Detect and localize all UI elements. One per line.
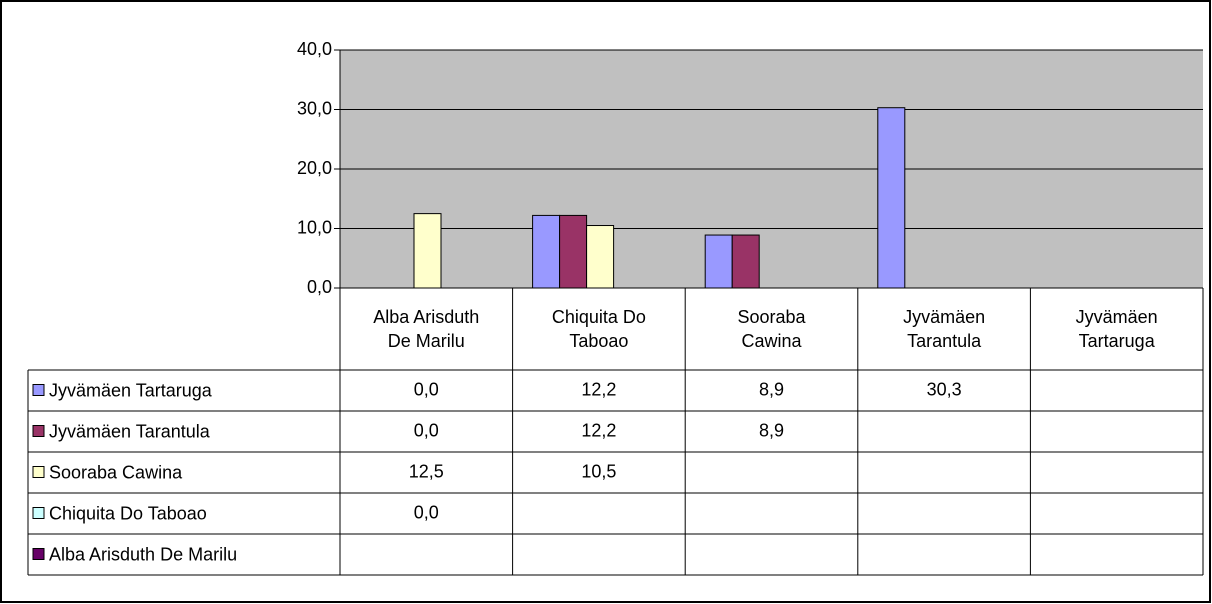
legend-key <box>32 425 45 437</box>
bar <box>731 234 760 289</box>
legend-label: Sooraba Cawina <box>49 462 183 482</box>
y-tick-label: 10,0 <box>297 217 332 237</box>
table-value: 12,5 <box>409 461 444 481</box>
legend-key <box>32 507 45 519</box>
table-value: 30,3 <box>927 379 962 399</box>
x-tick-label: Jyvämäen Tartaruga <box>1075 307 1158 351</box>
legend-label: Chiquita Do Taboao <box>49 503 207 523</box>
y-tick-label: 20,0 <box>297 158 332 178</box>
x-tick-label: Jyvämäen Tarantula <box>903 307 986 351</box>
x-tick-label: Chiquita Do Taboao <box>551 307 646 351</box>
bar <box>413 213 442 289</box>
legend-key <box>32 384 45 396</box>
legend-label: Jyvämäen Tarantula <box>49 421 211 441</box>
y-tick-label: 30,0 <box>297 98 332 118</box>
x-tick-label: Sooraba Cawina <box>737 307 806 351</box>
table-value: 0,0 <box>414 420 439 440</box>
table-value: 0,0 <box>414 379 439 399</box>
table-value: 12,2 <box>581 420 616 440</box>
table-value: 8,9 <box>759 420 784 440</box>
bar <box>877 107 906 289</box>
y-tick-label: 0,0 <box>307 277 332 297</box>
legend-key <box>32 548 45 560</box>
legend-label: Alba Arisduth De Marilu <box>49 544 237 564</box>
bar <box>559 214 588 289</box>
bar <box>586 225 615 289</box>
table-value: 8,9 <box>759 379 784 399</box>
bar <box>532 214 561 289</box>
table-value: 10,5 <box>581 461 616 481</box>
bar <box>704 234 733 289</box>
legend-label: Jyvämäen Tartaruga <box>49 380 213 400</box>
table-value: 12,2 <box>581 379 616 399</box>
x-tick-label: Alba Arisduth De Marilu <box>373 307 480 351</box>
y-tick-label: 40,0 <box>297 39 332 59</box>
legend-key <box>32 466 45 478</box>
table-value: 0,0 <box>414 502 439 522</box>
